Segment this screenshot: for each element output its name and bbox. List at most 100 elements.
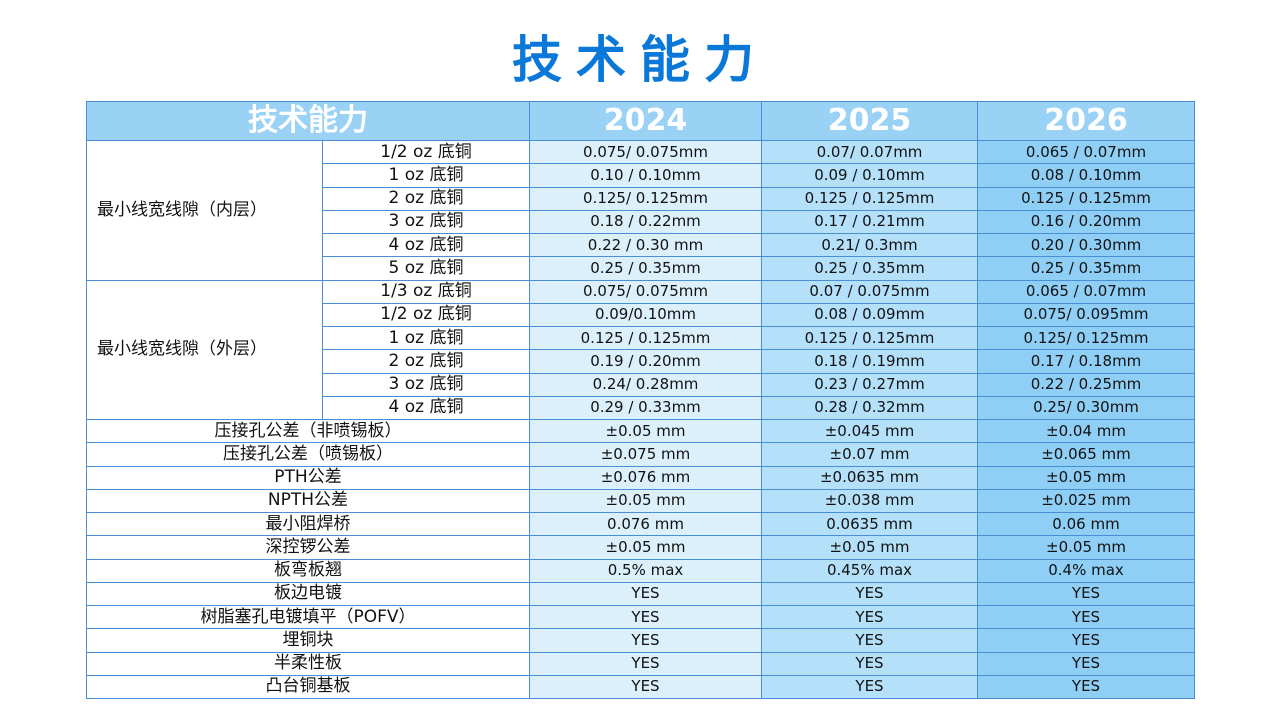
- value-cell: ±0.045 mm: [761, 418, 978, 444]
- row: PTH公差 ±0.076 mm ±0.0635 mm ±0.05 mm: [86, 465, 1195, 490]
- value-cell: 0.20 / 0.30mm: [977, 232, 1195, 258]
- sub-label: 2 oz 底铜: [322, 186, 530, 211]
- value-cell: 0.4% max: [977, 558, 1195, 583]
- value-cell: 0.07 / 0.075mm: [761, 279, 978, 304]
- sub-label: 1 oz 底铜: [322, 163, 530, 188]
- value-cell: 0.076 mm: [529, 511, 762, 537]
- sub-label: 3 oz 底铜: [322, 209, 530, 235]
- row: 埋铜块 YES YES YES: [86, 628, 1195, 653]
- value-cell: ±0.05 mm: [977, 535, 1195, 560]
- header-row: 技术能力 2024 2025 2026: [86, 101, 1195, 141]
- value-cell: YES: [529, 628, 762, 653]
- sub-label: 4 oz 底铜: [322, 395, 530, 421]
- row: 深控锣公差 ±0.05 mm ±0.05 mm ±0.05 mm: [86, 535, 1195, 560]
- value-cell: 0.075/ 0.075mm: [529, 139, 762, 165]
- value-cell: 0.18 / 0.22mm: [529, 209, 762, 235]
- value-cell: 0.06 mm: [977, 511, 1195, 537]
- value-cell: 0.125/ 0.125mm: [529, 186, 762, 211]
- value-cell: 0.125 / 0.125mm: [529, 325, 762, 351]
- sub-label: 4 oz 底铜: [322, 232, 530, 258]
- value-cell: 0.25 / 0.35mm: [761, 256, 978, 281]
- row-label: 最小阻焊桥: [86, 511, 530, 537]
- capability-table: 技术能力 2024 2025 2026 最小线宽线隙（内层） 1/2 oz 底铜 0.075…: [86, 101, 1195, 700]
- value-cell: 0.22 / 0.25mm: [977, 372, 1195, 397]
- value-cell: 0.10 / 0.10mm: [529, 163, 762, 188]
- value-cell: ±0.04 mm: [977, 418, 1195, 444]
- value-cell: 0.08 / 0.09mm: [761, 302, 978, 328]
- value-cell: 0.16 / 0.20mm: [977, 209, 1195, 235]
- value-cell: YES: [761, 604, 978, 630]
- value-cell: YES: [529, 581, 762, 607]
- value-cell: 0.09/0.10mm: [529, 302, 762, 328]
- value-cell: 0.25/ 0.30mm: [977, 395, 1195, 421]
- row: 2 oz 底铜 0.125/ 0.125mm 0.125 / 0.125mm 0.12…: [87, 186, 1195, 211]
- value-cell: YES: [977, 628, 1195, 653]
- sub-label: 3 oz 底铜: [322, 372, 530, 397]
- value-cell: YES: [761, 628, 978, 653]
- value-cell: 0.24/ 0.28mm: [529, 372, 762, 397]
- value-cell: 0.0635 mm: [761, 511, 978, 537]
- row: 1/2 oz 底铜 0.09/0.10mm 0.08 / 0.09mm 0.075/ …: [87, 302, 1195, 328]
- value-cell: 0.22 / 0.30 mm: [529, 232, 762, 258]
- header-cell: 2026: [977, 101, 1195, 141]
- row-label: 板弯板翘: [86, 558, 530, 583]
- value-cell: YES: [529, 674, 762, 700]
- header-cell: 2025: [761, 101, 978, 141]
- value-cell: ±0.076 mm: [529, 465, 762, 490]
- value-cell: 0.17 / 0.18mm: [977, 349, 1195, 374]
- row: NPTH公差 ±0.05 mm ±0.038 mm ±0.025 mm: [86, 488, 1195, 514]
- row-label: 埋铜块: [86, 628, 530, 653]
- row: 凸台铜基板 YES YES YES: [86, 674, 1195, 700]
- value-cell: YES: [977, 651, 1195, 676]
- value-cell: 0.065 / 0.07mm: [977, 139, 1195, 165]
- value-cell: ±0.05 mm: [761, 535, 978, 560]
- value-cell: YES: [761, 581, 978, 607]
- row: 板弯板翘 0.5% max 0.45% max 0.4% max: [86, 558, 1195, 583]
- value-cell: 0.28 / 0.32mm: [761, 395, 978, 421]
- value-cell: ±0.05 mm: [529, 418, 762, 444]
- value-cell: 0.25 / 0.35mm: [977, 256, 1195, 281]
- value-cell: 0.125 / 0.125mm: [977, 186, 1195, 211]
- row-label: 压接孔公差（非喷锡板）: [86, 418, 530, 444]
- header-cell: 技术能力: [86, 101, 530, 141]
- value-cell: 0.125 / 0.125mm: [761, 186, 978, 211]
- value-cell: ±0.025 mm: [977, 488, 1195, 514]
- row: 5 oz 底铜 0.25 / 0.35mm 0.25 / 0.35mm 0.25 / …: [87, 256, 1195, 281]
- row-label: 压接孔公差（喷锡板）: [86, 442, 530, 467]
- value-cell: 0.075/ 0.095mm: [977, 302, 1195, 328]
- value-cell: ±0.075 mm: [529, 442, 762, 467]
- value-cell: 0.23 / 0.27mm: [761, 372, 978, 397]
- group-label: 最小线宽线隙（外层）: [86, 279, 323, 420]
- row: 3 oz 底铜 0.24/ 0.28mm 0.23 / 0.27mm 0.22 / 0…: [87, 372, 1195, 397]
- value-cell: ±0.05 mm: [529, 535, 762, 560]
- value-cell: ±0.07 mm: [761, 442, 978, 467]
- value-cell: YES: [529, 651, 762, 676]
- value-cell: 0.125 / 0.125mm: [761, 325, 978, 351]
- row: 4 oz 底铜 0.29 / 0.33mm 0.28 / 0.32mm 0.25/ 0…: [87, 395, 1195, 421]
- row-label: NPTH公差: [86, 488, 530, 514]
- row: 压接孔公差（喷锡板） ±0.075 mm ±0.07 mm ±0.065 mm: [86, 442, 1195, 467]
- header-cell: 2024: [529, 101, 762, 141]
- row-label: 树脂塞孔电镀填平（POFV）: [86, 604, 530, 630]
- sub-label: 1/3 oz 底铜: [322, 279, 530, 304]
- value-cell: YES: [529, 604, 762, 630]
- value-cell: 0.18 / 0.19mm: [761, 349, 978, 374]
- row: 树脂塞孔电镀填平（POFV） YES YES YES: [86, 604, 1195, 630]
- row: 板边电镀 YES YES YES: [86, 581, 1195, 607]
- row: 3 oz 底铜 0.18 / 0.22mm 0.17 / 0.21mm 0.16 / …: [87, 209, 1195, 235]
- value-cell: YES: [977, 604, 1195, 630]
- value-cell: ±0.038 mm: [761, 488, 978, 514]
- value-cell: 0.17 / 0.21mm: [761, 209, 978, 235]
- value-cell: ±0.0635 mm: [761, 465, 978, 490]
- row: 1 oz 底铜 0.10 / 0.10mm 0.09 / 0.10mm 0.08 / …: [87, 163, 1195, 188]
- value-cell: ±0.065 mm: [977, 442, 1195, 467]
- value-cell: YES: [761, 651, 978, 676]
- value-cell: 0.065 / 0.07mm: [977, 279, 1195, 304]
- value-cell: 0.29 / 0.33mm: [529, 395, 762, 421]
- value-cell: 0.19 / 0.20mm: [529, 349, 762, 374]
- value-cell: 0.5% max: [529, 558, 762, 583]
- row: 压接孔公差（非喷锡板） ±0.05 mm ±0.045 mm ±0.04 mm: [86, 418, 1195, 444]
- row: 最小线宽线隙（内层） 1/2 oz 底铜 0.075/ 0.075mm 0.07/ 0…: [86, 139, 1195, 281]
- row: 半柔性板 YES YES YES: [86, 651, 1195, 676]
